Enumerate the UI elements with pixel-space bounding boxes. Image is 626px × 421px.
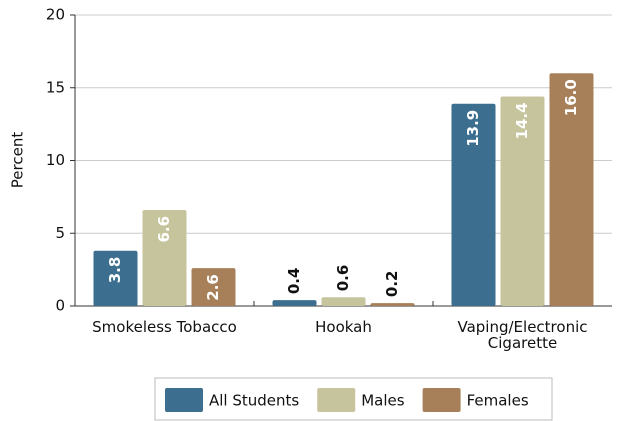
legend-swatch xyxy=(165,388,203,412)
value-label: 0.6 xyxy=(334,265,352,292)
y-tick-label: 20 xyxy=(46,6,65,24)
legend-label: Females xyxy=(467,392,529,410)
x-tick-label: Vaping/Electronic Cigarette xyxy=(457,318,588,352)
y-tick-label: 10 xyxy=(46,151,65,169)
bar xyxy=(549,73,594,306)
legend-label: All Students xyxy=(209,392,299,410)
value-label: 6.6 xyxy=(155,216,173,243)
legend-swatch xyxy=(422,388,461,412)
bar xyxy=(451,103,496,306)
bar xyxy=(500,96,545,306)
x-tick-label: Hookah xyxy=(315,318,372,336)
bar xyxy=(93,250,138,306)
value-label: 3.8 xyxy=(106,257,124,284)
x-tick-label: Smokeless Tobacco xyxy=(92,318,237,336)
bar xyxy=(191,268,236,306)
legend-box xyxy=(154,377,553,421)
legend-swatch xyxy=(317,388,356,412)
y-axis-label: Percent xyxy=(9,132,27,189)
value-label: 0.4 xyxy=(285,268,303,295)
y-tick-label: 15 xyxy=(46,78,65,96)
bar xyxy=(321,297,366,306)
value-label: 13.9 xyxy=(464,110,482,147)
bar xyxy=(142,209,187,306)
bar xyxy=(370,303,415,306)
value-label: 16.0 xyxy=(562,79,580,116)
value-label: 0.2 xyxy=(383,271,401,298)
value-label: 14.4 xyxy=(513,102,531,139)
legend-label: Males xyxy=(361,392,405,410)
y-tick-label: 5 xyxy=(55,224,65,242)
y-tick-label: 0 xyxy=(55,297,65,315)
bar xyxy=(272,300,317,306)
value-label: 2.6 xyxy=(204,274,222,301)
